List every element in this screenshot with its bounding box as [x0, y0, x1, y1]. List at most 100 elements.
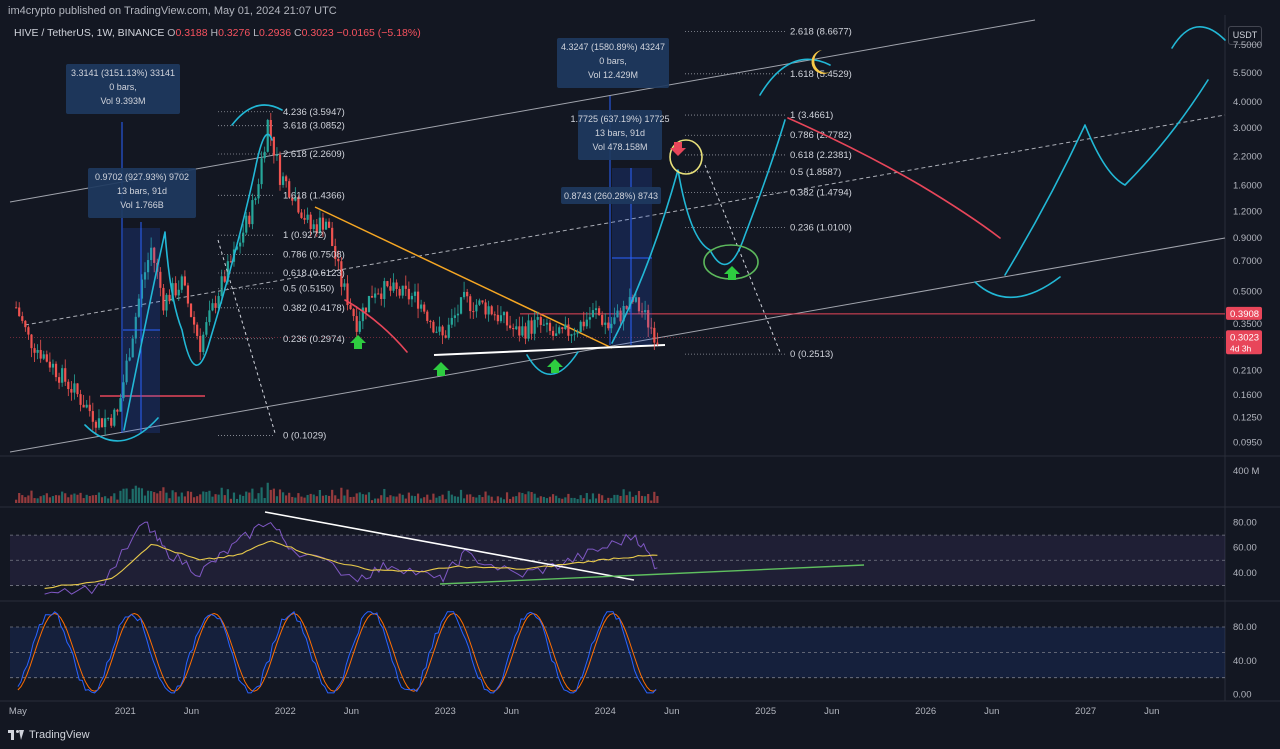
volume-bar	[622, 489, 625, 503]
volume-bar	[484, 491, 487, 503]
candle-body	[235, 246, 239, 250]
candle-body	[395, 282, 398, 289]
candle-body	[88, 404, 91, 412]
volume-bar	[113, 493, 116, 503]
volume-bar	[466, 494, 469, 503]
volume-bar	[591, 493, 595, 503]
volume-bar	[70, 494, 73, 503]
candle-body	[226, 261, 229, 282]
time-tick-label: Jun	[664, 706, 679, 717]
candle-body	[196, 324, 199, 336]
volume-bar	[530, 492, 533, 503]
volume-bar	[343, 495, 346, 503]
candle-body	[515, 326, 518, 330]
volume-bar	[156, 493, 159, 503]
candle-body	[555, 333, 558, 336]
ohlc-label: C	[291, 27, 302, 39]
volume-bar	[340, 487, 343, 503]
cycle-top-curve	[231, 104, 283, 126]
candle-body	[475, 304, 478, 312]
candle-body	[137, 298, 140, 317]
candle-body	[558, 327, 561, 334]
candle-body	[594, 308, 598, 311]
candle-body	[462, 291, 466, 298]
volume-bar	[524, 494, 527, 503]
volume-bar	[585, 493, 588, 503]
volume-bar	[48, 497, 51, 503]
measure-info-box	[561, 187, 661, 204]
volume-bar	[478, 494, 481, 503]
time-tick-label: 2024	[595, 706, 616, 717]
candle-body	[364, 307, 368, 313]
candle-body	[18, 307, 21, 317]
candle-body	[73, 383, 76, 393]
fib-left-level-label: 3.618 (3.0852)	[283, 121, 345, 132]
candle-body	[582, 321, 585, 327]
time-tick-label: Jun	[504, 706, 519, 717]
time-tick-label: 2026	[915, 706, 936, 717]
volume-bar	[51, 496, 55, 503]
volume-bar	[128, 499, 131, 503]
price-tick-label: 7.5000	[1233, 40, 1262, 51]
fib-right-level-label: 0 (0.2513)	[790, 349, 833, 360]
candle-body	[380, 293, 383, 300]
candle-body	[33, 348, 36, 353]
candle-body	[404, 285, 407, 289]
volume-bar	[177, 496, 180, 503]
volume-bar	[186, 491, 190, 503]
ohlc-value: 0.3188	[175, 27, 208, 39]
volume-bar	[85, 494, 88, 503]
candle-body	[177, 289, 180, 296]
price-tick-label: 5.5000	[1233, 68, 1262, 79]
volume-bar	[441, 494, 444, 503]
volume-bar	[220, 487, 223, 503]
candle-body	[116, 409, 119, 412]
candle-body	[229, 261, 233, 263]
candle-body	[76, 383, 79, 395]
candle-body	[413, 291, 417, 296]
currency-button[interactable]: USDT	[1228, 26, 1262, 45]
candle-body	[564, 324, 567, 330]
fib-left-level-label: 0.236 (0.2974)	[283, 334, 345, 345]
candle-body	[469, 296, 472, 312]
candle-body	[481, 300, 484, 303]
volume-bar	[499, 497, 503, 503]
candle-body	[401, 285, 404, 296]
volume-bar	[125, 488, 128, 503]
volume-bar	[116, 499, 119, 503]
brand-label: TradingView	[29, 729, 90, 741]
fib-left-level-label: 0.618 (0.6123)	[283, 268, 345, 279]
volume-bar	[380, 495, 383, 503]
volume-bar	[281, 492, 285, 503]
stoch-d-line	[17, 612, 657, 692]
candle-body	[104, 418, 107, 428]
volume-bar	[607, 497, 610, 503]
volume-bar	[438, 496, 441, 503]
volume-bar	[248, 492, 251, 503]
candle-body	[57, 377, 61, 383]
candle-body	[162, 287, 165, 311]
price-tick-label: 2.2000	[1233, 151, 1262, 162]
candle-body	[644, 310, 647, 313]
volume-bar	[73, 493, 76, 503]
volume-bar	[321, 495, 325, 503]
volume-bar	[656, 495, 659, 503]
lower-channel-line	[9, 237, 1226, 453]
candle-body	[119, 398, 122, 412]
volume-bar	[337, 498, 340, 503]
volume-bar	[588, 499, 591, 503]
candle-body	[423, 304, 426, 312]
candle-body	[429, 320, 432, 322]
candle-body	[91, 411, 94, 422]
volume-bar	[579, 495, 582, 503]
support-line	[433, 344, 666, 356]
volume-bar	[487, 495, 490, 503]
volume-bar	[413, 496, 417, 503]
volume-bar	[171, 490, 174, 503]
price-tick-label: 0.0950	[1233, 438, 1262, 449]
candle-body	[625, 305, 628, 309]
volume-bar	[278, 489, 282, 503]
candle-body	[450, 317, 453, 325]
candle-body	[79, 394, 82, 405]
